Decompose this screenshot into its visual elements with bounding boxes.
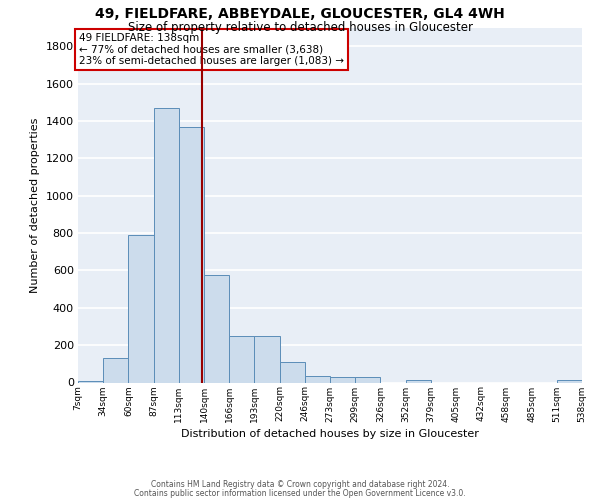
Text: Size of property relative to detached houses in Gloucester: Size of property relative to detached ho… bbox=[128, 21, 473, 34]
Bar bbox=[305, 376, 330, 382]
Bar bbox=[330, 377, 355, 382]
Bar bbox=[406, 380, 431, 382]
Bar bbox=[179, 126, 204, 382]
Bar bbox=[128, 235, 154, 382]
Text: 49 FIELDFARE: 138sqm
← 77% of detached houses are smaller (3,638)
23% of semi-de: 49 FIELDFARE: 138sqm ← 77% of detached h… bbox=[79, 33, 344, 66]
Text: Contains HM Land Registry data © Crown copyright and database right 2024.: Contains HM Land Registry data © Crown c… bbox=[151, 480, 449, 489]
Bar bbox=[204, 275, 229, 382]
Bar bbox=[557, 380, 582, 382]
Bar bbox=[355, 377, 380, 382]
Bar bbox=[78, 380, 103, 382]
Bar bbox=[254, 336, 280, 382]
Text: Contains public sector information licensed under the Open Government Licence v3: Contains public sector information licen… bbox=[134, 489, 466, 498]
Text: 49, FIELDFARE, ABBEYDALE, GLOUCESTER, GL4 4WH: 49, FIELDFARE, ABBEYDALE, GLOUCESTER, GL… bbox=[95, 8, 505, 22]
Bar bbox=[154, 108, 179, 382]
Bar bbox=[229, 336, 254, 382]
Y-axis label: Number of detached properties: Number of detached properties bbox=[30, 118, 40, 292]
X-axis label: Distribution of detached houses by size in Gloucester: Distribution of detached houses by size … bbox=[181, 428, 479, 438]
Bar bbox=[103, 358, 128, 382]
Bar bbox=[280, 362, 305, 382]
